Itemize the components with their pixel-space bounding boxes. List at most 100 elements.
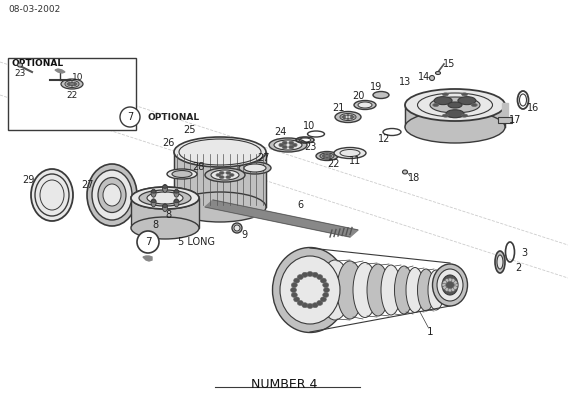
Ellipse shape bbox=[437, 269, 463, 301]
Ellipse shape bbox=[324, 288, 329, 292]
Ellipse shape bbox=[302, 272, 308, 277]
Ellipse shape bbox=[68, 82, 71, 84]
Text: 2: 2 bbox=[515, 263, 521, 273]
Ellipse shape bbox=[320, 297, 327, 302]
Text: 6: 6 bbox=[297, 200, 303, 210]
Ellipse shape bbox=[320, 278, 327, 283]
Ellipse shape bbox=[131, 187, 199, 209]
Ellipse shape bbox=[316, 152, 338, 160]
Ellipse shape bbox=[44, 201, 49, 205]
Text: 5 LONG: 5 LONG bbox=[178, 237, 215, 247]
Ellipse shape bbox=[354, 100, 376, 110]
Ellipse shape bbox=[446, 110, 464, 118]
Text: 3: 3 bbox=[521, 248, 527, 258]
Ellipse shape bbox=[162, 185, 168, 188]
Text: 13: 13 bbox=[399, 77, 411, 87]
Ellipse shape bbox=[471, 104, 477, 106]
Ellipse shape bbox=[60, 193, 64, 197]
Ellipse shape bbox=[40, 193, 45, 197]
Circle shape bbox=[120, 107, 140, 127]
Ellipse shape bbox=[48, 184, 53, 188]
Text: 8: 8 bbox=[152, 220, 158, 230]
Text: 14: 14 bbox=[418, 72, 430, 82]
Ellipse shape bbox=[174, 190, 179, 193]
Ellipse shape bbox=[162, 184, 168, 192]
Ellipse shape bbox=[92, 170, 132, 220]
Ellipse shape bbox=[448, 288, 452, 292]
Ellipse shape bbox=[453, 286, 457, 289]
Ellipse shape bbox=[167, 169, 197, 179]
Text: 22: 22 bbox=[327, 159, 339, 169]
Ellipse shape bbox=[289, 145, 294, 149]
Ellipse shape bbox=[219, 171, 224, 174]
Ellipse shape bbox=[151, 189, 156, 197]
Text: 16: 16 bbox=[527, 103, 539, 113]
Ellipse shape bbox=[445, 279, 449, 282]
Ellipse shape bbox=[436, 72, 441, 74]
Ellipse shape bbox=[405, 111, 505, 143]
Ellipse shape bbox=[174, 192, 266, 222]
Ellipse shape bbox=[234, 225, 240, 231]
Ellipse shape bbox=[458, 97, 476, 105]
Ellipse shape bbox=[307, 304, 313, 308]
Ellipse shape bbox=[147, 192, 183, 204]
Ellipse shape bbox=[442, 114, 448, 117]
Ellipse shape bbox=[289, 141, 294, 145]
Ellipse shape bbox=[429, 76, 435, 80]
Text: 21: 21 bbox=[332, 103, 344, 113]
Circle shape bbox=[137, 231, 159, 253]
Ellipse shape bbox=[40, 190, 45, 194]
Ellipse shape bbox=[59, 190, 64, 194]
Ellipse shape bbox=[340, 114, 356, 120]
Ellipse shape bbox=[55, 185, 60, 189]
Text: 8: 8 bbox=[165, 210, 171, 220]
Text: 7: 7 bbox=[127, 112, 133, 122]
Ellipse shape bbox=[219, 176, 224, 179]
Ellipse shape bbox=[174, 189, 179, 197]
Ellipse shape bbox=[350, 115, 353, 117]
Ellipse shape bbox=[51, 184, 56, 188]
Ellipse shape bbox=[294, 297, 300, 302]
Text: OPTIONAL: OPTIONAL bbox=[148, 112, 200, 122]
Ellipse shape bbox=[282, 141, 287, 145]
Ellipse shape bbox=[40, 196, 45, 200]
Ellipse shape bbox=[448, 278, 452, 282]
Ellipse shape bbox=[269, 138, 307, 152]
Ellipse shape bbox=[395, 266, 414, 314]
Ellipse shape bbox=[273, 248, 348, 332]
Text: 23: 23 bbox=[14, 68, 26, 78]
Ellipse shape bbox=[66, 83, 70, 85]
Bar bbox=[498, 117, 512, 123]
Ellipse shape bbox=[367, 264, 389, 316]
Text: 15: 15 bbox=[443, 59, 455, 69]
Polygon shape bbox=[502, 103, 508, 116]
Ellipse shape bbox=[453, 281, 457, 284]
Ellipse shape bbox=[337, 261, 363, 319]
Ellipse shape bbox=[454, 283, 458, 287]
Text: 22: 22 bbox=[66, 90, 78, 100]
Ellipse shape bbox=[445, 288, 449, 291]
Ellipse shape bbox=[70, 84, 73, 86]
Polygon shape bbox=[205, 200, 358, 237]
Ellipse shape bbox=[343, 117, 346, 119]
Ellipse shape bbox=[244, 164, 266, 172]
Text: 27: 27 bbox=[257, 153, 269, 163]
Ellipse shape bbox=[297, 300, 303, 306]
Ellipse shape bbox=[448, 102, 462, 108]
Ellipse shape bbox=[211, 170, 239, 180]
Ellipse shape bbox=[443, 286, 447, 289]
Text: NUMBER 4: NUMBER 4 bbox=[251, 378, 317, 392]
Ellipse shape bbox=[312, 303, 318, 308]
Ellipse shape bbox=[18, 63, 23, 67]
Ellipse shape bbox=[48, 202, 53, 206]
Ellipse shape bbox=[151, 199, 156, 207]
Ellipse shape bbox=[328, 154, 331, 156]
Ellipse shape bbox=[497, 255, 503, 269]
Ellipse shape bbox=[31, 169, 73, 221]
Ellipse shape bbox=[229, 174, 234, 176]
Text: 9: 9 bbox=[241, 230, 247, 240]
Ellipse shape bbox=[341, 116, 345, 118]
Ellipse shape bbox=[292, 143, 297, 147]
Ellipse shape bbox=[151, 190, 156, 193]
Ellipse shape bbox=[68, 84, 71, 86]
